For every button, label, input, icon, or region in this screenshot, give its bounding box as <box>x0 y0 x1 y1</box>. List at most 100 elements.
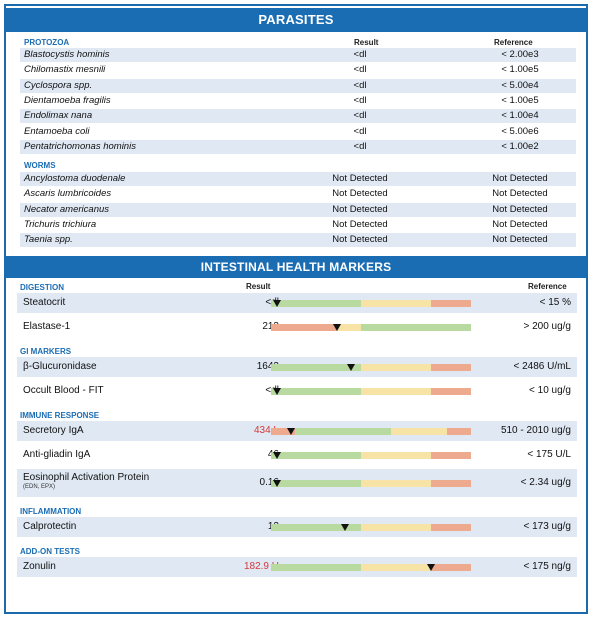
range-segment <box>431 299 471 307</box>
marker-row: Steatocrit <dl < 15 % <box>17 293 577 313</box>
result-marker <box>347 363 355 371</box>
marker-name: Elastase-1 <box>23 321 71 332</box>
range-segment <box>271 323 337 331</box>
parasite-row: Ascaris lumbricoides Not Detected Not Dete… <box>20 187 576 201</box>
range-segment <box>361 523 431 531</box>
marker-result: 1643 <box>256 361 279 372</box>
result-value: <dl <box>353 125 367 137</box>
marker-subtitle: (EDN, EPX) <box>23 484 56 490</box>
worms-label: WORMS <box>24 161 56 170</box>
parasite-row: Endolimax nana <dl < 1.00e4 <box>20 109 576 124</box>
parasite-row: Trichuris trichiura Not Detected Not Detec… <box>20 218 576 232</box>
reference-value: Not Detected <box>492 203 548 215</box>
marker-row: Eosinophil Activation Protein (EDN, EPX) 0… <box>17 469 577 497</box>
result-marker <box>341 523 349 531</box>
section-label: INFLAMMATION <box>20 507 82 516</box>
range-segment <box>271 479 361 487</box>
marker-reference: < 2.34 ug/g <box>520 477 571 488</box>
reference-value: < 1.00e2 <box>501 140 539 152</box>
range-segment <box>431 523 471 531</box>
reference-value: < 5.00e4 <box>501 79 539 91</box>
organism-name: Endolimax nana <box>24 110 93 122</box>
range-segment <box>431 387 471 395</box>
range-segment <box>447 427 471 435</box>
marker-reference: < 2486 U/mL <box>513 361 571 372</box>
marker-result: 12 <box>215 521 279 532</box>
marker-reference: > 200 ug/g <box>523 321 571 332</box>
marker-reference: 510 - 2010 ug/g <box>500 425 571 436</box>
parasite-row: Dientamoeba fragilis <dl < 1.00e5 <box>20 94 576 108</box>
markers-reference-header: Reference <box>528 282 567 291</box>
marker-row: Zonulin 182.9 H < 175 ng/g <box>17 557 577 577</box>
range-segment <box>431 479 471 487</box>
range-segment <box>271 563 361 571</box>
range-bar <box>271 427 471 435</box>
marker-result: 182.9 H <box>243 561 279 572</box>
organism-name: Pentatrichomonas hominis <box>24 140 136 152</box>
marker-reference: < 173 ug/g <box>523 521 571 532</box>
parasite-row: Taenia spp. Not Detected Not Detected <box>20 233 576 248</box>
reference-value: Not Detected <box>492 234 548 246</box>
marker-result: <dl <box>215 385 279 396</box>
range-bar <box>271 451 471 459</box>
result-marker <box>273 451 281 459</box>
result-value: Not Detected <box>332 188 388 200</box>
result-value: Not Detected <box>332 218 388 230</box>
result-value: Not Detected <box>332 173 388 184</box>
marker-result: 0.16 <box>259 477 279 488</box>
result-value: <dl <box>353 94 367 106</box>
organism-name: Chilomastix mesnili <box>24 64 106 76</box>
result-marker <box>273 387 281 395</box>
marker-row: Occult Blood - FIT <dl < 10 ug/g <box>17 381 577 401</box>
report-frame <box>4 4 588 614</box>
markers-banner: INTESTINAL HEALTH MARKERS <box>6 256 586 278</box>
organism-name: Necator americanus <box>24 203 110 215</box>
marker-name: Eosinophil Activation Protein <box>23 472 150 483</box>
range-segment <box>271 387 361 395</box>
parasite-row: Cyclospora spp. <dl < 5.00e4 <box>20 78 576 93</box>
range-bar <box>271 363 471 371</box>
range-bar <box>271 299 471 307</box>
result-value: Not Detected <box>332 203 388 215</box>
reference-value: Not Detected <box>492 188 548 200</box>
markers-result-header: Result <box>246 282 271 291</box>
result-marker <box>273 299 281 307</box>
marker-name: β-Glucuronidase <box>23 361 97 372</box>
organism-name: Taenia spp. <box>24 234 73 246</box>
result-value: <dl <box>353 140 367 152</box>
range-bar <box>271 323 471 331</box>
reference-value: < 5.00e6 <box>501 125 539 137</box>
range-segment <box>271 451 361 459</box>
marker-reference: < 10 ug/g <box>529 385 571 396</box>
result-value: <dl <box>353 64 367 76</box>
marker-row: Elastase-1 213 > 200 ug/g <box>17 317 577 337</box>
organism-name: Trichuris trichiura <box>24 218 97 230</box>
range-segment <box>361 363 431 371</box>
marker-row: Secretory IgA 434 L 510 - 2010 ug/g <box>17 421 577 441</box>
section-label: GI MARKERS <box>20 347 72 356</box>
range-segment <box>271 363 361 371</box>
range-segment <box>431 563 471 571</box>
range-segment <box>361 451 431 459</box>
parasites-banner: PARASITES <box>6 8 586 32</box>
marker-reference: < 15 % <box>539 297 571 308</box>
range-segment <box>361 479 431 487</box>
marker-reference: < 175 U/L <box>527 449 571 460</box>
result-value: <dl <box>353 110 367 122</box>
result-marker <box>273 479 281 487</box>
marker-name: Zonulin <box>23 561 56 572</box>
organism-name: Entamoeba coli <box>24 125 90 137</box>
range-segment <box>271 427 295 435</box>
range-segment <box>431 363 471 371</box>
reference-value: Not Detected <box>492 218 548 230</box>
marker-result: 434 L <box>253 425 279 436</box>
marker-result: 46 <box>215 449 279 460</box>
marker-result: 213 <box>215 321 279 332</box>
marker-result: <dl <box>215 297 279 308</box>
result-value: Not Detected <box>332 234 388 246</box>
range-segment <box>431 451 471 459</box>
range-bar <box>271 563 471 571</box>
section-label: IMMUNE RESPONSE <box>20 411 100 420</box>
marker-row: β-Glucuronidase 1643 < 2486 U/mL <box>17 357 577 377</box>
range-bar <box>271 387 471 395</box>
